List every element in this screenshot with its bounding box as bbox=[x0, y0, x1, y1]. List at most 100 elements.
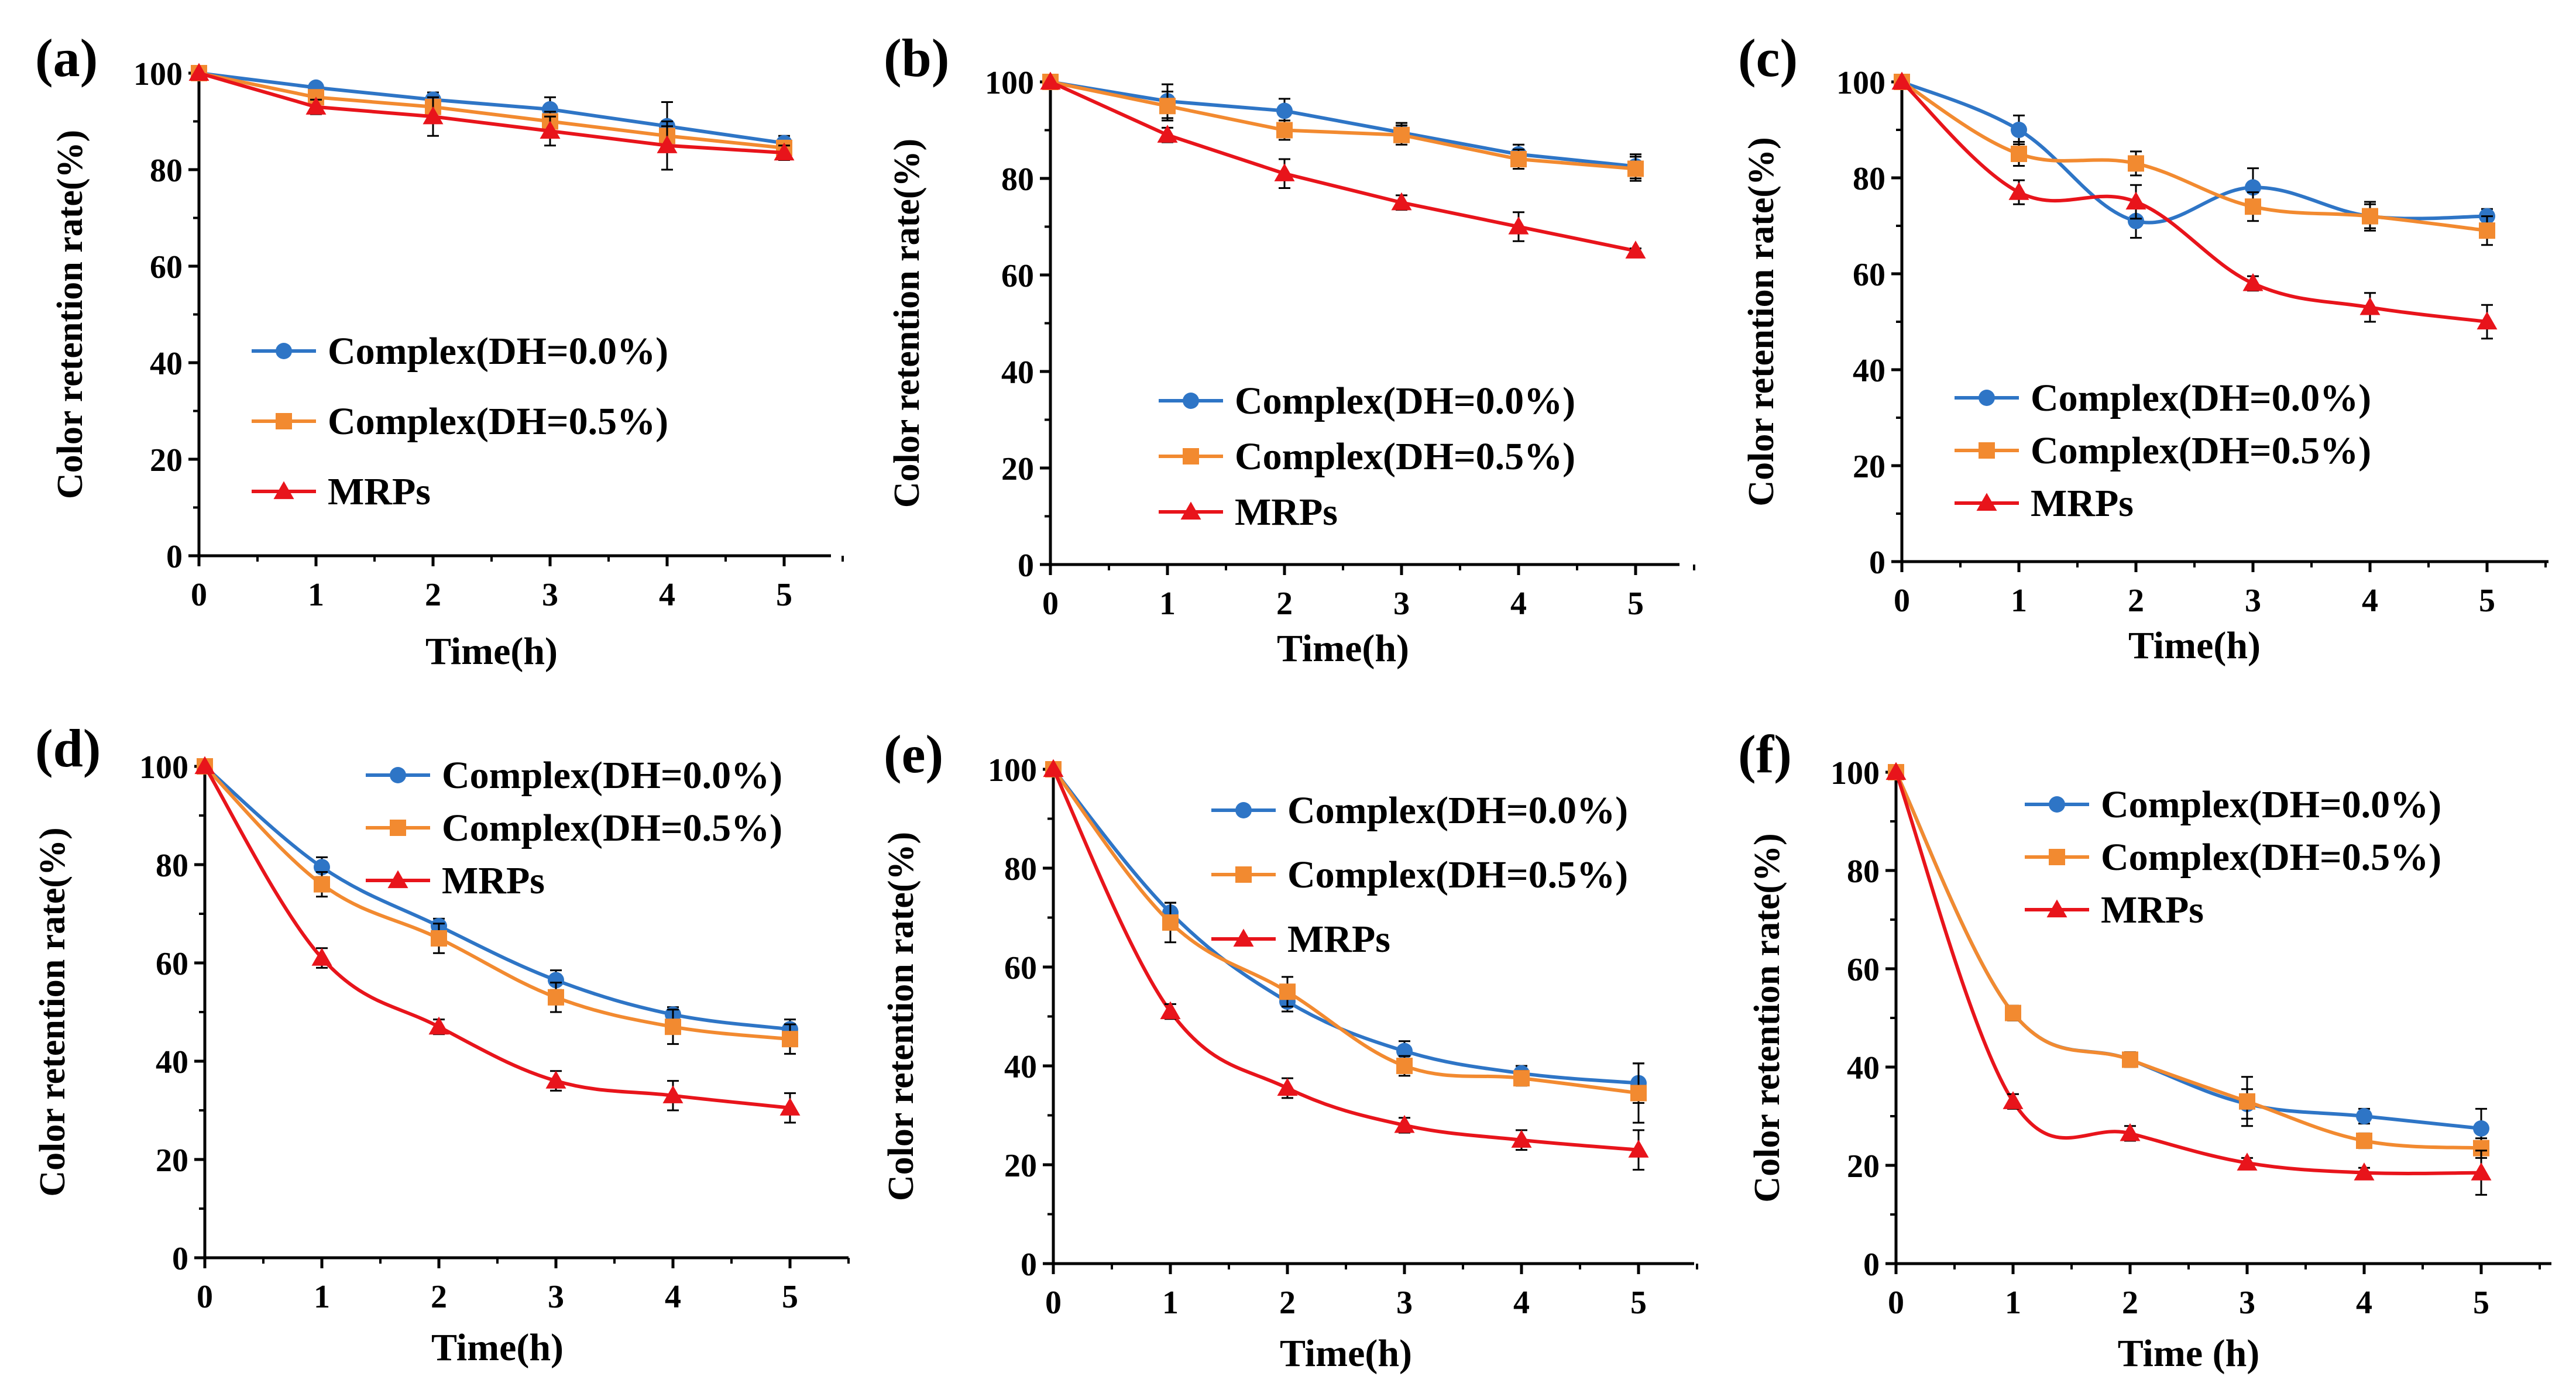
y-axis-label: Color retention rate(%) bbox=[1747, 833, 1787, 1202]
y-tick-label: 20 bbox=[156, 1143, 188, 1179]
legend-marker bbox=[1235, 866, 1252, 883]
x-tick-label: 2 bbox=[1276, 586, 1293, 622]
legend: Complex(DH=0.0%) Complex(DH=0.5%) MRPs bbox=[1211, 789, 1628, 961]
data-point bbox=[2359, 297, 2381, 315]
panel-label: (c) bbox=[1738, 28, 1798, 88]
data-point bbox=[548, 972, 564, 989]
panel-label: (d) bbox=[35, 718, 101, 778]
data-point bbox=[1625, 240, 1646, 259]
x-tick-label: 0 bbox=[197, 1279, 213, 1315]
y-tick-label: 80 bbox=[1847, 854, 1880, 890]
data-point bbox=[2122, 1051, 2138, 1068]
y-axis-label: Color retention rate(%) bbox=[887, 139, 927, 508]
series-line bbox=[204, 765, 791, 1031]
data-point bbox=[1630, 1085, 1647, 1102]
data-point bbox=[1043, 759, 1064, 777]
y-tick-label: 0 bbox=[1869, 545, 1885, 581]
data-point bbox=[2128, 155, 2144, 172]
data-point bbox=[665, 1018, 681, 1035]
y-axis-label: Color retention rate(%) bbox=[33, 827, 73, 1196]
data-point bbox=[423, 106, 444, 125]
data-point bbox=[782, 1031, 798, 1048]
y-axis-label: Color retention rate(%) bbox=[50, 130, 90, 499]
legend-item: Complex(DH=0.0%) bbox=[252, 330, 668, 373]
legend-marker bbox=[390, 767, 406, 783]
y-tick-label: 0 bbox=[1018, 548, 1034, 584]
x-tick-label: 3 bbox=[1396, 1285, 1413, 1321]
series-line bbox=[198, 71, 785, 150]
data-point bbox=[2473, 1120, 2489, 1137]
x-tick-label: 3 bbox=[2245, 583, 2261, 619]
y-tick-label: 40 bbox=[1004, 1049, 1037, 1085]
x-tick-label: 5 bbox=[2479, 583, 2495, 619]
y-tick-label: 100 bbox=[133, 56, 183, 92]
series-line bbox=[1049, 80, 1636, 253]
data-point bbox=[314, 876, 330, 893]
legend-marker bbox=[2046, 899, 2067, 918]
panel-label: (a) bbox=[35, 28, 98, 88]
y-tick-label: 80 bbox=[1001, 161, 1034, 198]
x-tick-label: 1 bbox=[2005, 1285, 2021, 1321]
data-point bbox=[1391, 192, 1412, 211]
data-point bbox=[194, 756, 215, 775]
y-tick-label: 20 bbox=[150, 442, 183, 479]
data-point bbox=[2003, 1091, 2024, 1109]
data-point bbox=[1885, 762, 1907, 780]
x-tick-label: 4 bbox=[665, 1279, 681, 1315]
data-point bbox=[2005, 1004, 2021, 1021]
legend-marker bbox=[276, 343, 292, 359]
y-tick-label: 60 bbox=[156, 946, 188, 982]
x-tick-label: 4 bbox=[2362, 583, 2378, 619]
legend-label: MRPs bbox=[442, 859, 545, 902]
panel-label: (b) bbox=[884, 28, 949, 88]
x-axis-label: Time(h) bbox=[431, 1326, 564, 1369]
x-tick-label: 5 bbox=[2473, 1285, 2489, 1321]
panel-label: (f) bbox=[1738, 724, 1792, 784]
series-line bbox=[1894, 771, 2482, 1175]
x-tick-label: 1 bbox=[314, 1279, 330, 1315]
legend-item: Complex(DH=0.0%) bbox=[1955, 377, 2371, 419]
data-point bbox=[431, 930, 447, 947]
legend-label: MRPs bbox=[328, 470, 431, 513]
legend-label: Complex(DH=0.0%) bbox=[442, 754, 782, 797]
legend-marker bbox=[1183, 448, 1199, 464]
data-point bbox=[545, 1071, 566, 1089]
legend-item: MRPs bbox=[1159, 491, 1338, 534]
data-point bbox=[548, 989, 564, 1006]
y-tick-label: 80 bbox=[1004, 851, 1037, 887]
legend-item: Complex(DH=0.5%) bbox=[1159, 435, 1575, 478]
data-point bbox=[2239, 1093, 2255, 1110]
legend: Complex(DH=0.0%) Complex(DH=0.5%) MRPs bbox=[366, 754, 782, 902]
legend-item: MRPs bbox=[366, 859, 545, 902]
x-tick-label: 0 bbox=[1888, 1285, 1904, 1321]
series-mrps bbox=[188, 63, 795, 171]
y-tick-label: 80 bbox=[156, 848, 188, 884]
legend-item: Complex(DH=0.5%) bbox=[1211, 854, 1628, 896]
data-point bbox=[2237, 1152, 2258, 1171]
x-tick-label: 2 bbox=[2128, 583, 2144, 619]
legend-label: Complex(DH=0.0%) bbox=[1235, 380, 1575, 422]
y-tick-label: 0 bbox=[1021, 1247, 1037, 1283]
legend-marker bbox=[387, 870, 408, 889]
y-tick-label: 100 bbox=[1836, 65, 1885, 101]
data-point bbox=[662, 1085, 684, 1103]
y-tick-label: 20 bbox=[1853, 449, 1885, 485]
data-point bbox=[2008, 182, 2029, 200]
legend-label: Complex(DH=0.5%) bbox=[442, 807, 782, 849]
x-tick-label: 2 bbox=[1279, 1285, 1296, 1321]
y-tick-label: 60 bbox=[1847, 952, 1880, 988]
data-point bbox=[2242, 273, 2264, 291]
series-line bbox=[203, 765, 791, 1041]
series-complex05 bbox=[1045, 761, 1647, 1124]
x-tick-label: 0 bbox=[1042, 586, 1059, 622]
data-point bbox=[311, 948, 332, 966]
series-mrps bbox=[1040, 71, 1646, 259]
legend-label: Complex(DH=0.5%) bbox=[2031, 429, 2371, 472]
series-complex05 bbox=[1042, 74, 1644, 182]
legend-label: Complex(DH=0.5%) bbox=[1235, 435, 1575, 478]
legend-marker bbox=[2049, 796, 2065, 813]
y-tick-label: 100 bbox=[985, 65, 1034, 101]
y-tick-label: 0 bbox=[172, 1241, 188, 1277]
data-point bbox=[2354, 1162, 2375, 1181]
y-axis-label: Color retention rate(%) bbox=[1742, 137, 1781, 506]
